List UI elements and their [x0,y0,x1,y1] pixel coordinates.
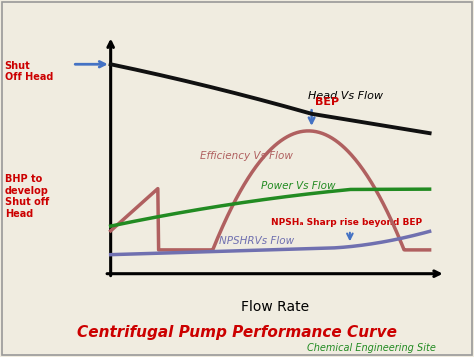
Text: Centrifugal Pump Performance Curve: Centrifugal Pump Performance Curve [77,325,397,340]
Text: Power Vs Flow: Power Vs Flow [261,181,335,191]
Text: BEP: BEP [315,97,339,107]
Text: BHP to
develop
Shut off
Head: BHP to develop Shut off Head [5,174,49,219]
Text: Efficiency Vs Flow: Efficiency Vs Flow [200,151,293,161]
Text: Shut
Off Head: Shut Off Head [5,61,53,82]
Text: Chemical Engineering Site: Chemical Engineering Site [307,343,436,353]
Text: Head Vs Flow: Head Vs Flow [309,91,383,101]
Text: NPSHRVs Flow: NPSHRVs Flow [219,236,294,246]
Text: NPSHₐ Sharp rise beyond BEP: NPSHₐ Sharp rise beyond BEP [271,218,422,227]
Text: Flow Rate: Flow Rate [241,300,309,314]
